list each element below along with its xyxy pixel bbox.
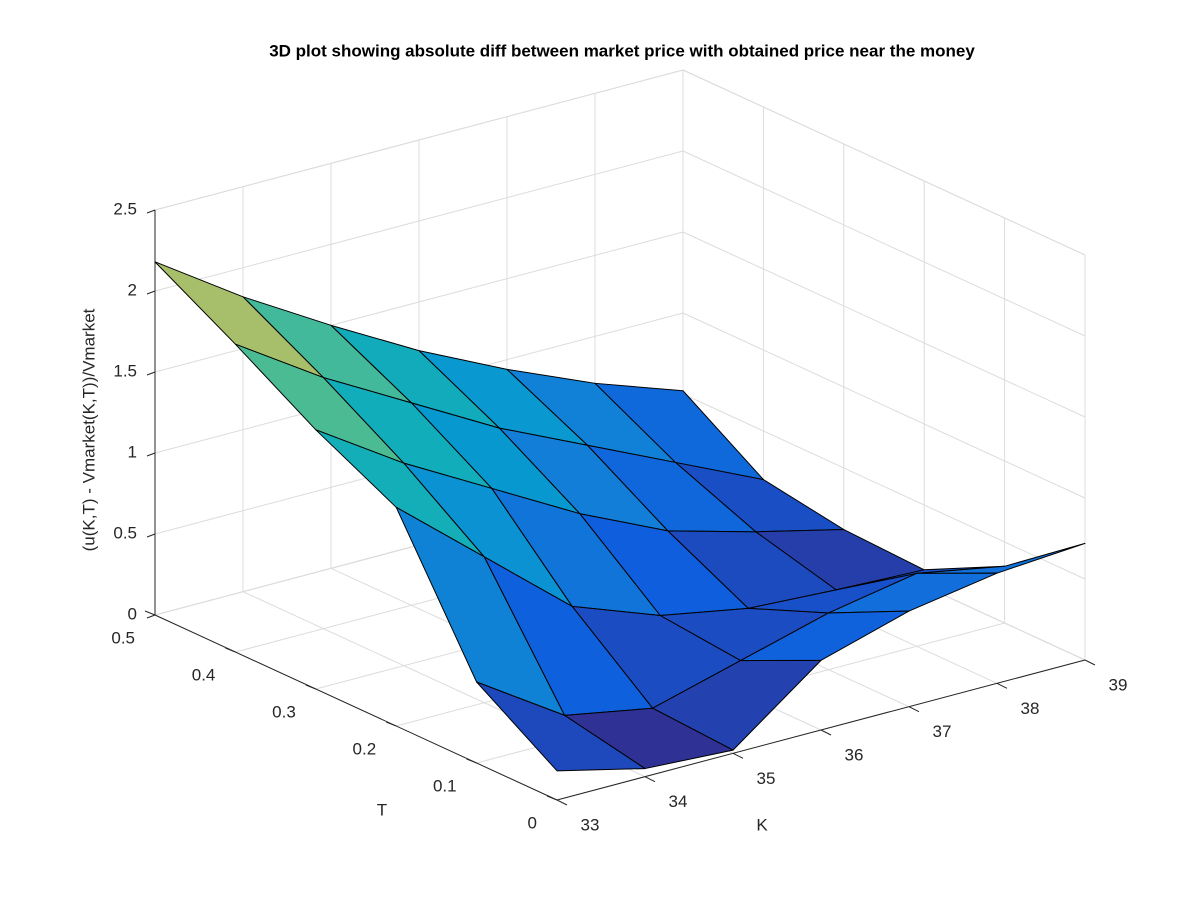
grid-line bbox=[682, 69, 1086, 256]
z-axis-label: (u(K,T) - Vmarket(K,T))/Vmarket bbox=[79, 308, 98, 551]
y-tick bbox=[144, 610, 156, 616]
y-axis bbox=[154, 614, 558, 801]
x-tick bbox=[996, 682, 1008, 689]
z-tick-label: 1.5 bbox=[113, 361, 137, 380]
z-tick bbox=[146, 290, 156, 295]
x-tick bbox=[732, 752, 744, 759]
x-axis-label: K bbox=[756, 815, 768, 834]
z-tick-label: 1 bbox=[128, 442, 137, 461]
x-tick-label: 38 bbox=[1021, 699, 1040, 718]
z-tick bbox=[146, 371, 156, 376]
y-tick-label: 0.1 bbox=[433, 776, 457, 795]
z-tick bbox=[146, 614, 156, 619]
y-axis-label: T bbox=[377, 800, 387, 819]
x-tick-label: 33 bbox=[581, 815, 600, 834]
x-tick-label: 36 bbox=[845, 745, 864, 764]
grid-line bbox=[682, 150, 1086, 337]
y-tick bbox=[225, 647, 236, 653]
grid-line bbox=[154, 69, 684, 211]
grid-line bbox=[154, 150, 684, 292]
z-tick-label: 2 bbox=[128, 280, 137, 299]
x-tick-label: 39 bbox=[1109, 675, 1128, 694]
z-tick bbox=[146, 533, 156, 538]
y-tick bbox=[466, 758, 477, 764]
z-tick-label: 0.5 bbox=[113, 523, 137, 542]
grid-line bbox=[682, 312, 1086, 499]
y-tick bbox=[305, 684, 316, 690]
y-tick-label: 0.5 bbox=[111, 628, 135, 647]
x-tick bbox=[820, 729, 832, 736]
grid-line bbox=[682, 393, 1086, 580]
y-tick-label: 0.3 bbox=[272, 702, 296, 721]
z-tick bbox=[146, 452, 156, 457]
y-tick-label: 0.2 bbox=[353, 739, 377, 758]
z-tick-label: 2.5 bbox=[113, 199, 137, 218]
x-tick bbox=[644, 776, 656, 783]
y-tick-label: 0 bbox=[528, 813, 537, 832]
chart-title: 3D plot showing absolute diff between ma… bbox=[269, 41, 975, 60]
y-tick-label: 0.4 bbox=[192, 665, 216, 684]
y-tick bbox=[386, 721, 397, 727]
y-tick bbox=[546, 795, 558, 801]
grid-line bbox=[682, 231, 1086, 418]
x-tick bbox=[1084, 659, 1096, 666]
x-tick-label: 37 bbox=[933, 722, 952, 741]
x-tick bbox=[908, 706, 920, 713]
x-tick-label: 34 bbox=[669, 792, 688, 811]
x-tick bbox=[556, 799, 568, 806]
x-tick-label: 35 bbox=[757, 769, 776, 788]
z-tick-label: 0 bbox=[128, 604, 137, 623]
surface-face bbox=[476, 681, 646, 772]
z-tick bbox=[146, 209, 156, 214]
